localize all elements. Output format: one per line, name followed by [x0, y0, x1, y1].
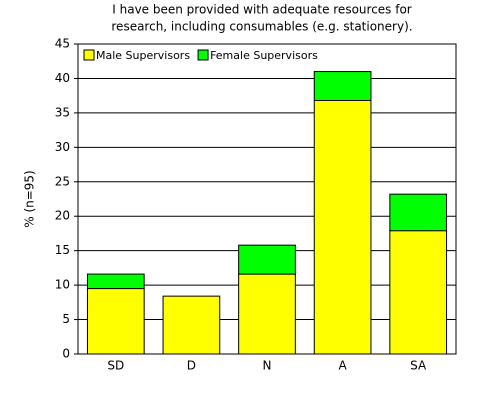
chart-title: I have been provided with adequate resou… [112, 3, 412, 17]
plot-frame [77, 43, 457, 355]
y-tick-label: 25 [55, 174, 70, 188]
x-tick-label: N [263, 359, 272, 373]
x-tick-label: D [187, 359, 196, 373]
bar-segment [313, 99, 372, 355]
legend-label: Female Supervisors [210, 49, 318, 62]
legend-swatch [197, 49, 209, 61]
x-tick-label: SD [107, 359, 124, 373]
x-tick-label: A [338, 359, 347, 373]
y-tick-label: 5 [62, 312, 70, 326]
y-tick-label: 10 [55, 278, 70, 292]
y-tick-label: 35 [55, 105, 70, 119]
legend-label: Male Supervisors [96, 49, 190, 62]
bar-segment [389, 193, 448, 232]
y-tick-label: 40 [55, 71, 70, 85]
y-tick-label: 15 [55, 243, 70, 257]
bar-segment [162, 295, 221, 355]
chart-title: research, including consumables (e.g. st… [111, 20, 412, 34]
y-tick-label: 0 [62, 347, 70, 361]
bar-segment [238, 244, 296, 275]
bar-segment [86, 273, 145, 290]
y-axis-label: % (n=95) [23, 170, 37, 228]
y-tick-label: 30 [55, 140, 70, 154]
bar-segment [389, 230, 448, 355]
x-tick-label: SA [410, 359, 427, 373]
y-tick-label: 45 [55, 37, 70, 51]
bar-segment [86, 288, 145, 355]
legend-swatch [83, 49, 95, 61]
bar-segment [238, 273, 296, 355]
y-tick-label: 20 [55, 209, 70, 223]
bar-segment [313, 71, 372, 101]
